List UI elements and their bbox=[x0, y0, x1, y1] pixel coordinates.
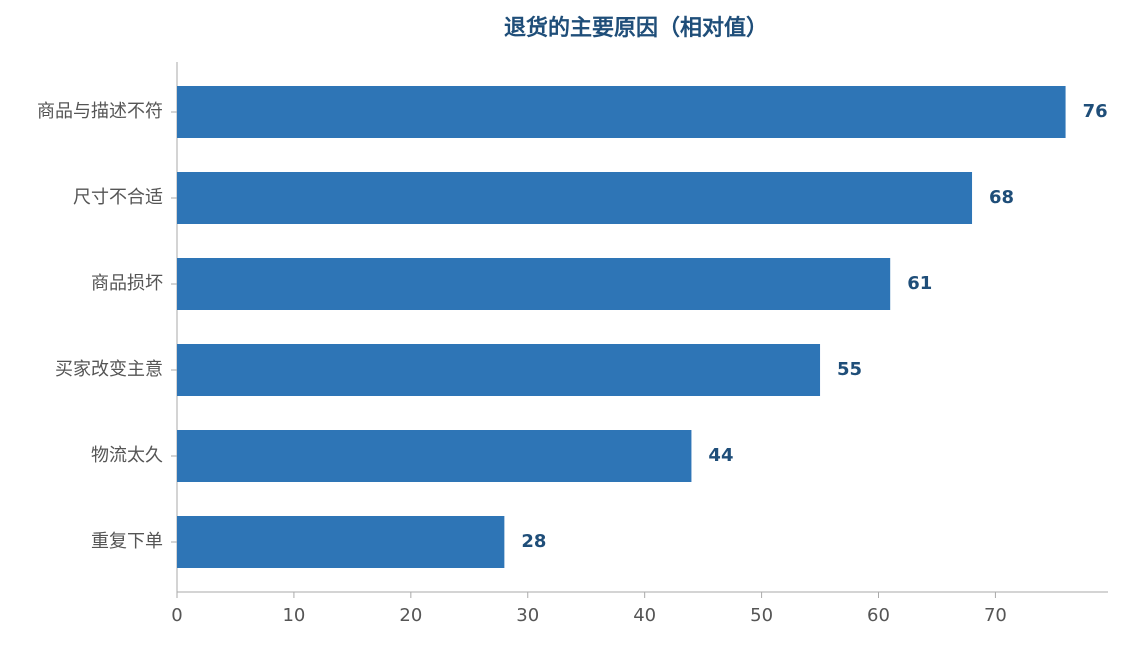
x-tick-label: 40 bbox=[633, 605, 656, 626]
y-tick-label: 尺寸不合适 bbox=[73, 187, 163, 208]
y-tick-label: 重复下单 bbox=[91, 531, 163, 552]
chart-title: 退货的主要原因（相对值） bbox=[504, 15, 768, 41]
x-tick-label: 20 bbox=[399, 605, 422, 626]
y-tick-label: 物流太久 bbox=[91, 445, 163, 466]
x-tick-label: 30 bbox=[516, 605, 539, 626]
bar bbox=[177, 86, 1066, 138]
bar bbox=[177, 344, 821, 396]
x-tick-label: 60 bbox=[867, 605, 890, 626]
value-label: 55 bbox=[837, 359, 862, 380]
bar bbox=[177, 258, 891, 310]
x-tick-label: 70 bbox=[984, 605, 1007, 626]
bar bbox=[177, 430, 692, 482]
value-label: 76 bbox=[1083, 101, 1108, 122]
y-tick-label: 商品损坏 bbox=[91, 273, 163, 294]
x-tick-label: 0 bbox=[171, 605, 182, 626]
value-label: 68 bbox=[989, 187, 1014, 208]
x-tick-label: 10 bbox=[282, 605, 305, 626]
value-label: 61 bbox=[907, 273, 932, 294]
value-label: 44 bbox=[708, 445, 733, 466]
x-tick-label: 50 bbox=[750, 605, 773, 626]
value-label: 28 bbox=[521, 531, 546, 552]
y-tick-label: 买家改变主意 bbox=[55, 359, 163, 380]
y-tick-label: 商品与描述不符 bbox=[37, 101, 163, 122]
bar bbox=[177, 172, 973, 224]
bar bbox=[177, 516, 505, 568]
